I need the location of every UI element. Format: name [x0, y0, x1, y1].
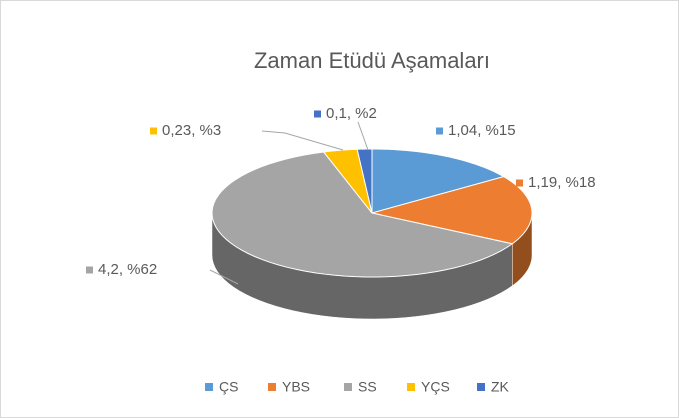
- label-marker: [436, 127, 443, 135]
- label-marker: [86, 266, 93, 274]
- label-marker: [150, 127, 157, 135]
- legend-label: YBS: [282, 379, 310, 395]
- leader-line: [357, 121, 369, 151]
- legend-label: YÇS: [421, 379, 450, 395]
- chart-title: Zaman Etüdü Aşamaları: [254, 48, 490, 73]
- legend-label: SS: [358, 379, 377, 395]
- leader-line: [209, 269, 239, 285]
- data-label: 0,1, %2: [326, 105, 377, 122]
- pie-slice: [322, 148, 373, 214]
- pie-slice: [356, 148, 373, 214]
- legend-label: ÇS: [219, 379, 238, 395]
- data-label: 4,2, %62: [98, 261, 157, 278]
- legend-swatch: [344, 383, 352, 391]
- legend-swatch: [268, 383, 276, 391]
- legend-swatch: [407, 383, 415, 391]
- legend-swatch: [477, 383, 485, 391]
- data-label: 1,04, %15: [448, 122, 516, 139]
- data-label: 1,19, %18: [528, 174, 596, 191]
- label-marker: [516, 179, 523, 187]
- legend-label: ZK: [491, 379, 510, 395]
- pie-slice: [371, 148, 505, 214]
- pie-slice: [211, 151, 514, 278]
- legend-swatch: [205, 383, 213, 391]
- label-marker: [314, 110, 321, 118]
- leader-line: [261, 130, 344, 151]
- data-label: 0,23, %3: [162, 122, 221, 139]
